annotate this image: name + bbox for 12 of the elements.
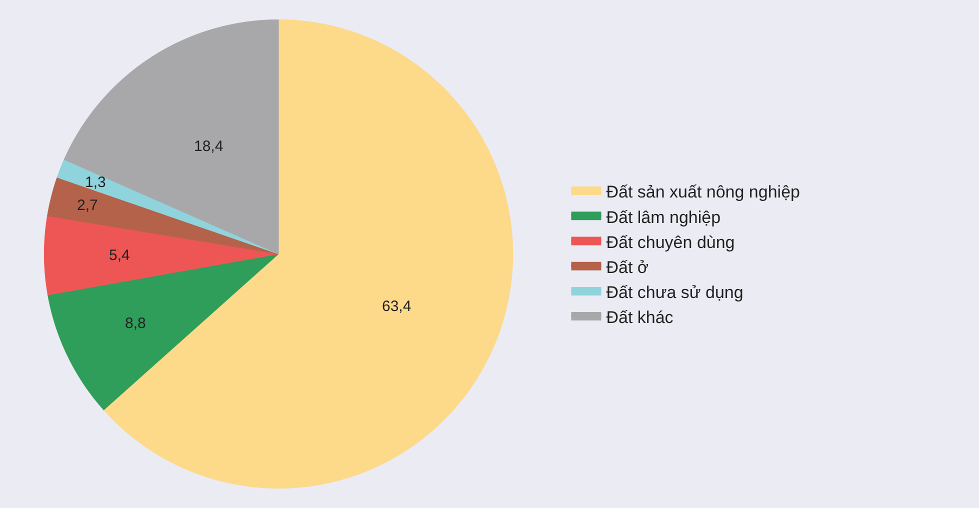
legend-label: Đất chưa sử dụng (606, 283, 744, 302)
legend-label: Đất sản xuất nông nghiệp (606, 182, 800, 202)
legend-label: Đất ở (606, 258, 649, 277)
data-label: 5,4 (109, 247, 130, 264)
data-label: 18,4 (194, 138, 224, 155)
data-label: 8,8 (125, 315, 146, 332)
legend-label: Đất lâm nghiệp (606, 208, 721, 227)
data-label: 2,7 (77, 197, 98, 214)
data-label: 63,4 (382, 298, 412, 315)
legend-label: Đất khác (606, 308, 674, 328)
legend-label: Đất chuyên dùng (606, 232, 735, 252)
data-label: 1,3 (85, 174, 106, 191)
